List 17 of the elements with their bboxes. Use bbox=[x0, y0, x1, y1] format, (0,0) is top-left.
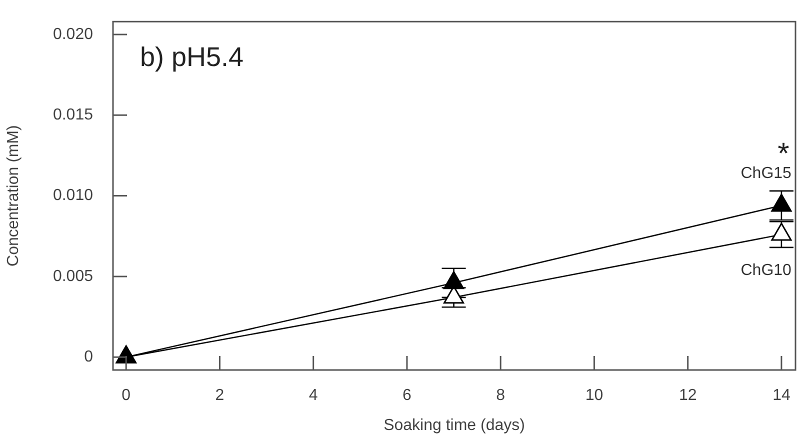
y-tick-label: 0.010 bbox=[52, 187, 94, 204]
x-tick-label: 14 bbox=[772, 387, 790, 404]
x-tick-label: 6 bbox=[402, 387, 412, 404]
x-tick-label: 0 bbox=[122, 387, 131, 404]
x-tick-label: 8 bbox=[496, 387, 506, 404]
y-axis-title: Concentration (mM) bbox=[5, 125, 22, 266]
y-tick-label: 0.005 bbox=[52, 268, 94, 285]
annotation: b) pH5.4 bbox=[140, 42, 244, 72]
x-axis-title: Soaking time (days) bbox=[384, 416, 525, 434]
x-tick-label: 10 bbox=[585, 387, 604, 404]
x-tick-label: 2 bbox=[215, 387, 224, 404]
y-tick-label: 0.015 bbox=[52, 106, 94, 124]
y-tick-label: 0.020 bbox=[52, 26, 94, 43]
series-label: ChG10 bbox=[740, 262, 792, 279]
x-tick-label: 4 bbox=[308, 387, 318, 404]
x-tick-label: 12 bbox=[678, 387, 697, 404]
y-tick-label: 0 bbox=[84, 348, 94, 366]
